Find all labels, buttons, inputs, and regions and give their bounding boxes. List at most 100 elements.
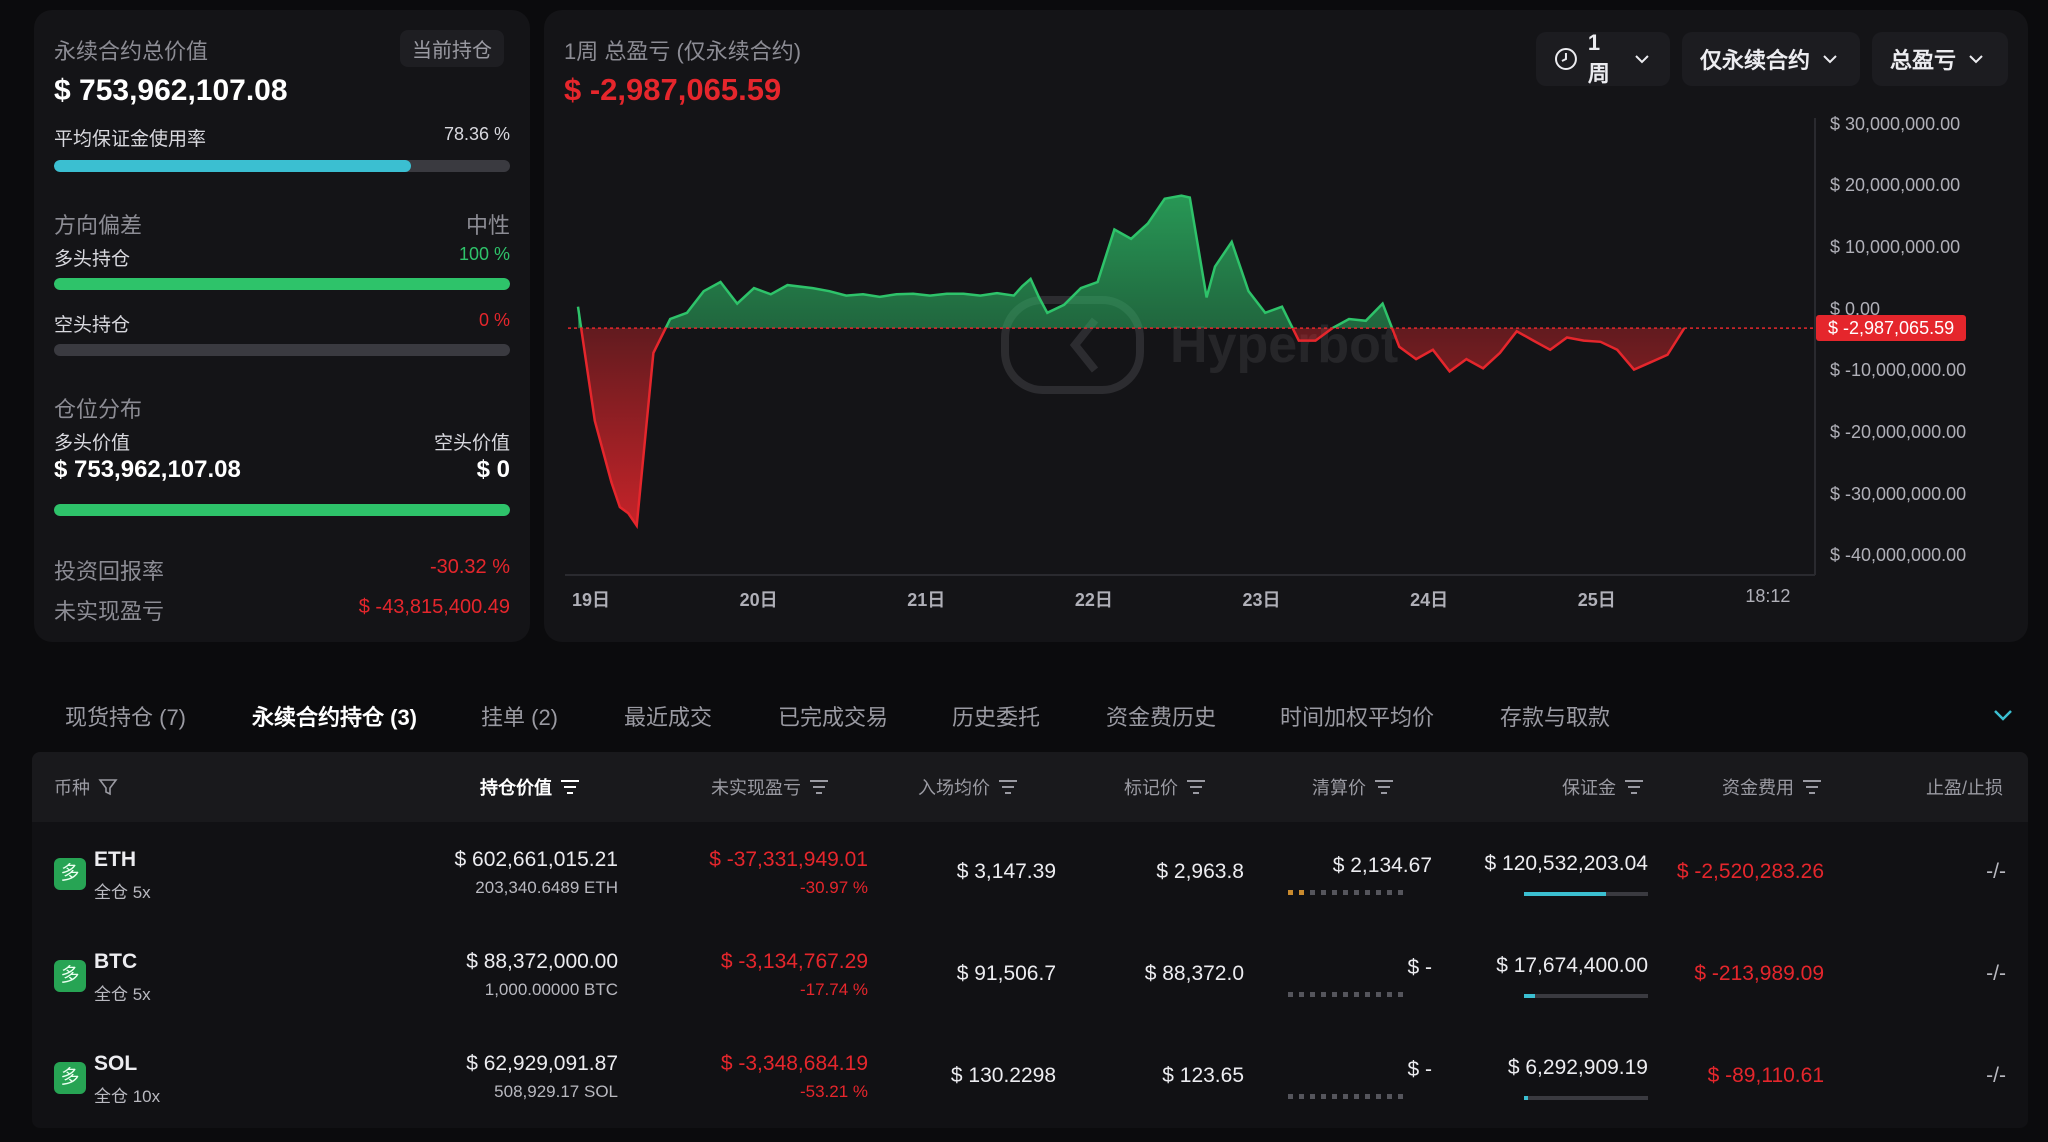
- x-axis-tick-label: 25日: [1577, 590, 1616, 610]
- header-mark-price[interactable]: 标记价: [1124, 774, 1206, 800]
- scope-select[interactable]: 仅永续合约: [1682, 32, 1860, 86]
- long-badge: 多: [54, 858, 86, 890]
- header-liq-price[interactable]: 清算价: [1312, 774, 1394, 800]
- sort-icon[interactable]: [1802, 779, 1822, 795]
- header-coin-label: 币种: [54, 778, 90, 798]
- header-position-value[interactable]: 持仓价值: [480, 774, 580, 800]
- unrealized-pnl: $ -37,331,949.01: [709, 848, 868, 871]
- filter-icon[interactable]: [98, 777, 118, 797]
- position-amount: 1,000.00000 BTC: [484, 980, 618, 999]
- margin-bar-fill: [1524, 994, 1536, 998]
- unrealized-pnl-label: 未实现盈亏: [54, 599, 165, 624]
- current-value-marker: $ -2,987,065.59: [1816, 315, 1967, 342]
- long-position-value: 100 %: [458, 244, 510, 264]
- table-row[interactable]: 多 ETH 全仓 5x $ 602,661,015.21 203,340.648…: [32, 822, 2028, 924]
- tpsl-value[interactable]: -/-: [1986, 1064, 2006, 1087]
- total-value: $ 753,962,107.08: [54, 74, 288, 107]
- sort-icon[interactable]: [1624, 779, 1644, 795]
- header-coin[interactable]: 币种: [54, 774, 118, 800]
- margin-usage-fill: [54, 160, 412, 172]
- funding-fee: $ -2,520,283.26: [1676, 860, 1824, 883]
- table-row[interactable]: 多 SOL 全仓 10x $ 62,929,091.87 508,929.17 …: [32, 1026, 2028, 1128]
- chevron-down-icon[interactable]: [1990, 702, 2016, 728]
- mark-price: $ 88,372.0: [1144, 962, 1244, 985]
- margin-bar-fill: [1524, 1096, 1528, 1100]
- header-tpsl[interactable]: 止盈/止损: [1926, 774, 2003, 800]
- margin-bar: [1524, 892, 1648, 896]
- unrealized-pnl: $ -3,134,767.29: [720, 950, 868, 973]
- current-position-pill[interactable]: 当前持仓: [400, 30, 504, 67]
- sort-icon[interactable]: [809, 779, 829, 795]
- tab-completed-trades[interactable]: 已完成交易: [778, 705, 889, 730]
- long-badge: 多: [54, 1062, 86, 1094]
- tab-recent-fills[interactable]: 最近成交: [624, 705, 713, 730]
- coin-symbol[interactable]: SOL: [94, 1052, 138, 1075]
- sort-icon[interactable]: [1186, 779, 1206, 795]
- chevron-down-icon: [1635, 55, 1649, 64]
- header-unrealized-pnl[interactable]: 未实现盈亏: [711, 774, 829, 800]
- header-liq-price-label: 清算价: [1312, 778, 1366, 798]
- metric-select[interactable]: 总盈亏: [1872, 32, 2008, 86]
- position-value: $ 88,372,000.00: [466, 950, 618, 973]
- margin-bar: [1524, 994, 1648, 998]
- entry-price: $ 91,506.7: [956, 962, 1056, 985]
- unrealized-pnl-pct: -30.97 %: [799, 878, 868, 897]
- coin-mode: 全仓 10x: [94, 1087, 161, 1106]
- header-funding-label: 资金费用: [1722, 778, 1794, 798]
- margin-bar-fill: [1524, 892, 1606, 896]
- liq-risk-dots: [1288, 890, 1403, 895]
- pnl-title: 1周 总盈亏 (仅永续合约): [564, 39, 802, 64]
- tab-order-history[interactable]: 历史委托: [952, 705, 1041, 730]
- liq-price: $ 2,134.67: [1332, 854, 1432, 877]
- tab-funding-history[interactable]: 资金费历史: [1106, 705, 1217, 730]
- coin-symbol[interactable]: ETH: [94, 848, 136, 871]
- y-axis-tick-label: $ -30,000,000.00: [1830, 483, 1967, 504]
- y-axis-tick-label: $ -20,000,000.00: [1830, 422, 1967, 443]
- period-select[interactable]: 1周: [1536, 30, 1670, 86]
- sort-icon[interactable]: [1374, 779, 1394, 795]
- unrealized-pnl: $ -3,348,684.19: [720, 1052, 868, 1075]
- short-position-value: 0 %: [478, 310, 510, 330]
- funding-fee: $ -213,989.09: [1694, 962, 1824, 985]
- short-position-bar: [54, 344, 510, 356]
- y-axis-tick-label: $ 10,000,000.00: [1830, 237, 1961, 258]
- tab-twap[interactable]: 时间加权平均价: [1280, 705, 1435, 730]
- clock-icon: [1554, 48, 1577, 70]
- roi-value: -30.32 %: [429, 556, 510, 578]
- sort-icon[interactable]: [560, 779, 580, 795]
- tab-perp-positions[interactable]: 永续合约持仓 (3): [252, 705, 418, 730]
- long-position-fill: [54, 278, 510, 290]
- tab-deposits-withdrawals[interactable]: 存款与取款: [1500, 705, 1611, 730]
- y-axis-tick-label: $ -10,000,000.00: [1830, 360, 1967, 381]
- margin-usage-bar: [54, 160, 510, 172]
- entry-price: $ 130.2298: [950, 1064, 1056, 1087]
- x-axis-tick-label: 18:12: [1745, 586, 1791, 606]
- tpsl-value[interactable]: -/-: [1986, 860, 2006, 883]
- tab-spot-positions[interactable]: 现货持仓 (7): [65, 705, 187, 730]
- header-entry-price[interactable]: 入场均价: [918, 774, 1018, 800]
- long-position-label: 多头持仓: [54, 249, 131, 270]
- distribution-long-fill: [54, 504, 510, 516]
- unrealized-pnl-pct: -17.74 %: [799, 980, 868, 999]
- tpsl-value[interactable]: -/-: [1986, 962, 2006, 985]
- chevron-down-icon: [1823, 55, 1837, 64]
- margin-usage-label: 平均保证金使用率: [54, 129, 207, 150]
- header-funding[interactable]: 资金费用: [1722, 774, 1822, 800]
- current-value-marker-label: $ -2,987,065.59: [1828, 318, 1955, 339]
- table-header-bg: [32, 752, 2028, 822]
- x-axis-tick-label: 19日: [572, 590, 611, 610]
- table-row[interactable]: 多 BTC 全仓 5x $ 88,372,000.00 1,000.00000 …: [32, 924, 2028, 1026]
- coin-mode: 全仓 5x: [94, 883, 151, 902]
- x-axis-tick-label: 21日: [907, 590, 946, 610]
- summary-panel: 永续合约总价值 当前持仓 $ 753,962,107.08 平均保证金使用率 7…: [34, 10, 530, 642]
- tab-open-orders[interactable]: 挂单 (2): [481, 705, 559, 730]
- position-amount: 508,929.17 SOL: [494, 1082, 618, 1101]
- metric-select-label: 总盈亏: [1890, 48, 1957, 73]
- header-margin[interactable]: 保证金: [1562, 774, 1644, 800]
- coin-symbol[interactable]: BTC: [94, 950, 138, 973]
- y-axis-tick-label: $ 0.00: [1830, 298, 1881, 319]
- margin-amount: $ 6,292,909.19: [1507, 1056, 1648, 1079]
- position-value: $ 602,661,015.21: [454, 848, 619, 871]
- sort-icon[interactable]: [998, 779, 1018, 795]
- unrealized-pnl-value: $ -43,815,400.49: [358, 596, 510, 618]
